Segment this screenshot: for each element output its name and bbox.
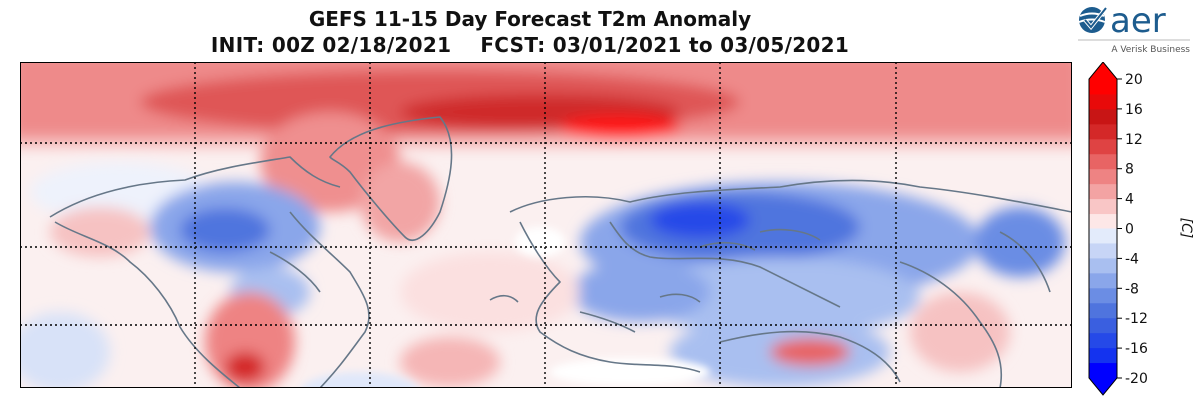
- colorbar-ticks: 20 16 12 8 4 0 -4 -8 -12 -16 -20: [1117, 72, 1148, 387]
- colorbar-unit: [C]: [1178, 218, 1194, 239]
- colorbar-min-arrow: [1089, 378, 1117, 395]
- temperature-anomaly-map: [20, 62, 1072, 388]
- colorbar-max-arrow: [1089, 62, 1117, 79]
- colorbar-swatch-cold-7: [1089, 333, 1117, 349]
- colorbar-tick-label: -16: [1125, 341, 1148, 357]
- colorbar-swatch-warm-2: [1089, 183, 1117, 200]
- colorbar-tick-label: 20: [1125, 72, 1143, 88]
- colorbar-tick-label: -12: [1125, 311, 1148, 327]
- colorbar-tick-label: -4: [1125, 251, 1139, 267]
- colorbar-tick-label: 0: [1125, 222, 1134, 238]
- colorbar: 20 16 12 8 4 0 -4 -8 -12 -16 -20 [C]: [1088, 62, 1194, 396]
- anomaly-field: [20, 62, 1072, 388]
- colorbar-tick-label: 8: [1125, 162, 1134, 178]
- colorbar-tick-label: -20: [1125, 371, 1148, 387]
- colorbar-tick-label: -8: [1125, 281, 1139, 297]
- colorbar-swatch-cold-4: [1089, 288, 1117, 304]
- colorbar-swatch-warm-7: [1089, 108, 1117, 125]
- colorbar-swatch-warm-5: [1089, 138, 1117, 155]
- colorbar-swatch-warm-0: [1089, 213, 1117, 229]
- aer-globe-check-icon: [1078, 6, 1108, 33]
- chart-subtitle: INIT: 00Z 02/18/2021 FCST: 03/01/2021 to…: [210, 33, 850, 57]
- colorbar-swatch-cold-2: [1089, 258, 1117, 274]
- colorbar-swatch-cold-6: [1089, 318, 1117, 334]
- colorbar-swatch-warm-1: [1089, 198, 1117, 215]
- colorbar-swatch-warm-8: [1089, 93, 1117, 110]
- chart-title: GEFS 11-15 Day Forecast T2m Anomaly: [308, 7, 752, 31]
- colorbar-tick-label: 12: [1125, 132, 1143, 148]
- colorbar-swatch-cold-3: [1089, 273, 1117, 289]
- colorbar-tick-label: 16: [1125, 102, 1143, 118]
- colorbar-tick-label: 4: [1125, 192, 1134, 208]
- colorbar-swatch-cold-9: [1089, 363, 1117, 379]
- colorbar-swatch-cold-8: [1089, 348, 1117, 364]
- colorbar-swatch-cold-0: [1089, 228, 1117, 244]
- colorbar-swatches: [1089, 62, 1117, 395]
- graticule: [20, 62, 1072, 388]
- colorbar-swatch-cold-1: [1089, 243, 1117, 259]
- aer-logo: aer A Verisk Business: [1078, 1, 1190, 55]
- logo-name: aer: [1110, 1, 1166, 41]
- colorbar-swatch-cold-5: [1089, 303, 1117, 319]
- colorbar-swatch-warm-3: [1089, 168, 1117, 185]
- logo-tagline: A Verisk Business: [1111, 45, 1190, 55]
- colorbar-swatch-warm-9: [1089, 79, 1117, 95]
- colorbar-swatch-warm-6: [1089, 123, 1117, 140]
- colorbar-swatch-warm-4: [1089, 153, 1117, 170]
